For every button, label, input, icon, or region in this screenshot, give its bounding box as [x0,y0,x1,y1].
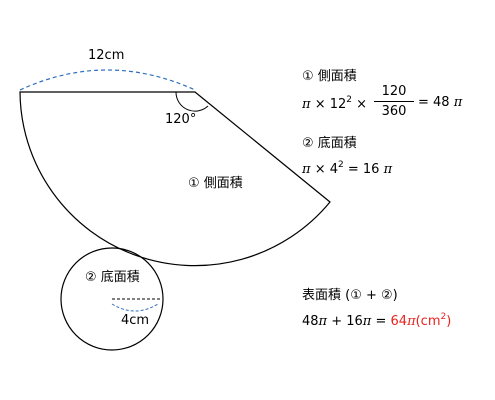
lateral-result: = 48 π [418,96,462,109]
total-unit: (cm [415,314,441,329]
total-calc-title: 表面積 (① + ②) [302,288,398,303]
total-term-48: 48 [302,314,319,329]
base-area-label: ② 底面積 [85,270,140,285]
lateral-times-2: × [356,97,368,112]
radius-label: 4cm [121,313,150,328]
total-answer-value: 64 [390,314,408,329]
total-unit-close: ) [446,314,452,329]
lateral-calc-expr-left: π × 122 × [302,95,368,112]
lateral-result-value: = 48 [418,95,450,110]
total-answer-pi: π [407,314,416,329]
angle-arc [175,91,209,112]
arc-length-label: 12cm [88,48,125,63]
total-calc-expr: 48π + 16π = 64π(cm2) [302,312,452,329]
fraction-bar [374,101,414,102]
base-calc-title: ② 底面積 [302,136,357,151]
pi-symbol: π [383,162,393,177]
base-exponent: 2 [337,160,344,170]
total-plus-16: + 16 [327,314,363,329]
base-calc-expr: π × 42 = 16 π [302,160,393,177]
fraction-numerator: 120 [381,84,407,99]
lateral-area-label: ① 側面積 [188,176,243,191]
lateral-sector [19,91,331,267]
radius-dashed-arc [111,303,159,312]
lateral-calc-title: ① 側面積 [302,69,357,84]
lateral-fraction: 120 360 [374,84,414,119]
pi-symbol: π [453,95,463,110]
base-times-4: × 4 [314,162,338,177]
total-equals: = [371,314,391,329]
angle-label: 120° [165,112,197,127]
base-circle [60,247,164,351]
lateral-exponent: 2 [346,95,352,105]
pi-symbol: π [302,97,311,112]
total-unit-exponent: 2 [440,312,447,322]
pi-symbol: π [318,314,328,329]
base-result-value: = 16 [347,162,380,177]
pi-symbol: π [302,162,311,177]
pi-symbol: π [362,314,372,329]
fraction-denominator: 360 [381,104,407,119]
lateral-times-12: × 12 [314,97,347,112]
arc-length-dashed [19,69,196,91]
